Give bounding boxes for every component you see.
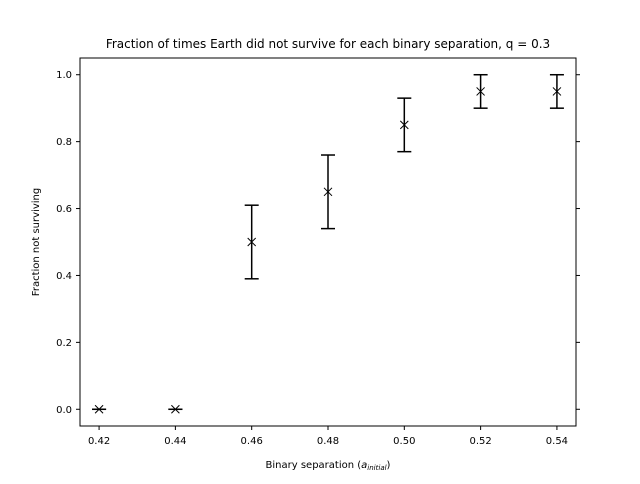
plot-frame: [79, 57, 577, 427]
y-axis: 0.0 0.2 0.4 0.6 0.8 1.0: [56, 70, 580, 416]
data-point: [244, 204, 259, 280]
x-marker-stroke: [323, 187, 333, 197]
y-tick-label: 0.2: [56, 338, 72, 349]
y-tick-label: 0.8: [56, 137, 72, 148]
data-point: [92, 404, 107, 414]
x-tick-label: 0.44: [164, 436, 186, 447]
x-tick-label: 0.42: [88, 436, 110, 447]
x-axis-label: Binary separation (ainitial): [266, 460, 391, 472]
data-point: [321, 154, 335, 230]
data-point: [168, 404, 183, 414]
x-marker-stroke: [247, 237, 257, 247]
x-tick-label: 0.48: [317, 436, 339, 447]
y-tick-label: 1.0: [56, 70, 72, 81]
y-tick-label: 0.6: [56, 204, 72, 215]
y-tick-label: 0.4: [56, 271, 72, 282]
data-point: [473, 73, 488, 109]
x-axis: 0.42 0.44 0.46 0.48 0.50 0.52 0.54: [88, 426, 568, 447]
x-marker-stroke: [399, 120, 409, 130]
x-tick-label: 0.52: [469, 436, 491, 447]
y-axis-label: Fraction not surviving: [31, 188, 42, 296]
chart-title: Fraction of times Earth did not survive …: [106, 37, 550, 51]
x-tick-label: 0.46: [241, 436, 263, 447]
x-axis-label-close: ): [387, 460, 391, 471]
x-axis-label-main: Binary separation (: [266, 460, 362, 471]
x-tick-label: 0.50: [393, 436, 415, 447]
plot-area: [92, 73, 564, 414]
data-point: [397, 97, 412, 153]
x-axis-label-var: a: [361, 460, 367, 471]
y-tick-label: 0.0: [56, 405, 72, 416]
x-tick-label: 0.54: [546, 436, 568, 447]
x-marker-stroke: [552, 87, 562, 96]
x-marker-stroke: [171, 404, 180, 414]
data-point: [549, 73, 564, 109]
x-axis-label-sub: initial: [367, 464, 386, 472]
x-marker-stroke: [476, 87, 485, 96]
x-marker-stroke: [94, 404, 104, 414]
